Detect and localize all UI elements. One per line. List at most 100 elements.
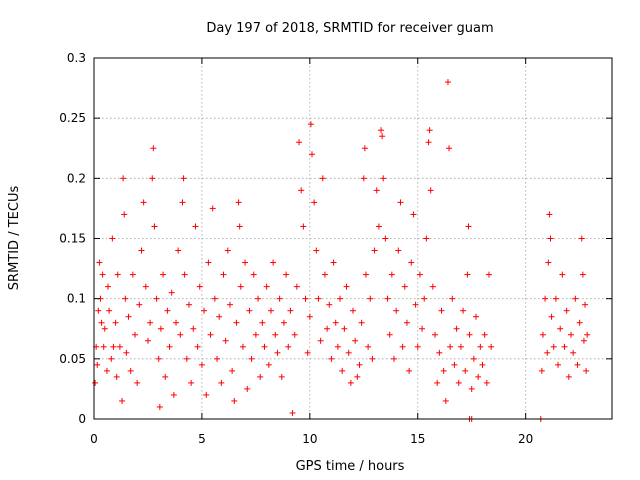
- data-point: [371, 247, 378, 254]
- data-point: [401, 283, 408, 290]
- data-point: [555, 361, 562, 368]
- data-point: [162, 373, 169, 380]
- data-point: [345, 349, 352, 356]
- grid-lines: [94, 58, 612, 419]
- data-point: [406, 367, 413, 374]
- data-point: [378, 127, 385, 134]
- data-point: [416, 271, 423, 278]
- data-point: [391, 355, 398, 362]
- y-tick-label: 0.15: [59, 232, 86, 246]
- data-point: [563, 307, 570, 314]
- data-point: [343, 283, 350, 290]
- data-point: [326, 301, 333, 308]
- data-point: [283, 271, 290, 278]
- y-axis-label: SRMTID / TECUs: [7, 186, 22, 291]
- data-point: [105, 283, 112, 290]
- data-point: [196, 283, 203, 290]
- chart-title: Day 197 of 2018, SRMTID for receiver gua…: [206, 21, 493, 36]
- data-point: [109, 235, 116, 242]
- data-point: [95, 307, 102, 314]
- data-point: [170, 391, 177, 398]
- data-point: [403, 319, 410, 326]
- data-point: [367, 295, 374, 302]
- data-point: [464, 271, 471, 278]
- data-point: [545, 259, 552, 266]
- data-point: [280, 319, 287, 326]
- data-point: [112, 319, 119, 326]
- x-axis-label: GPS time / hours: [296, 459, 405, 474]
- data-point: [150, 145, 157, 152]
- data-point: [100, 343, 107, 350]
- data-point: [362, 271, 369, 278]
- data-point: [539, 331, 546, 338]
- data-point: [194, 343, 201, 350]
- data-point: [380, 175, 387, 182]
- y-tick-label: 0.05: [59, 352, 86, 366]
- x-tick-label: 10: [302, 432, 317, 446]
- data-point: [358, 319, 365, 326]
- data-point: [237, 283, 244, 290]
- y-tick-label: 0: [78, 412, 86, 426]
- data-point: [99, 271, 106, 278]
- data-point: [395, 247, 402, 254]
- data-point: [444, 79, 451, 86]
- data-point: [386, 331, 393, 338]
- data-point: [334, 343, 341, 350]
- data-point: [113, 373, 120, 380]
- data-point: [582, 301, 589, 308]
- data-point: [203, 391, 210, 398]
- data-point: [369, 355, 376, 362]
- data-point: [584, 331, 591, 338]
- data-point: [147, 319, 154, 326]
- data-point: [446, 145, 453, 152]
- data-point: [426, 127, 433, 134]
- data-point: [291, 331, 298, 338]
- data-point: [132, 331, 139, 338]
- data-point: [164, 307, 171, 314]
- data-point: [98, 319, 105, 326]
- data-point: [156, 403, 163, 410]
- data-point: [462, 367, 469, 374]
- data-point: [177, 331, 184, 338]
- data-point: [274, 349, 281, 356]
- data-point: [460, 307, 467, 314]
- data-point: [324, 325, 331, 332]
- data-point: [360, 175, 367, 182]
- data-point: [578, 235, 585, 242]
- data-point: [296, 139, 303, 146]
- data-point: [477, 343, 484, 350]
- data-point: [190, 325, 197, 332]
- data-point: [188, 379, 195, 386]
- data-point: [447, 343, 454, 350]
- data-point: [339, 367, 346, 374]
- data-point: [185, 301, 192, 308]
- data-point: [410, 211, 417, 218]
- x-tick-label: 0: [90, 432, 98, 446]
- data-point: [550, 343, 557, 350]
- data-point: [122, 295, 129, 302]
- data-point: [94, 361, 101, 368]
- data-point: [216, 313, 223, 320]
- data-point: [561, 343, 568, 350]
- data-point: [313, 247, 320, 254]
- data-point: [144, 337, 151, 344]
- data-point: [315, 295, 322, 302]
- data-point: [419, 325, 426, 332]
- data-point: [468, 385, 475, 392]
- data-point: [485, 271, 492, 278]
- data-point: [265, 361, 272, 368]
- data-point: [226, 301, 233, 308]
- data-point: [285, 343, 292, 350]
- data-point: [356, 361, 363, 368]
- data-point: [572, 295, 579, 302]
- data-point: [481, 331, 488, 338]
- data-point: [382, 235, 389, 242]
- data-point: [270, 259, 277, 266]
- data-point: [321, 271, 328, 278]
- data-point: [559, 271, 566, 278]
- data-point: [222, 337, 229, 344]
- data-point: [375, 223, 382, 230]
- data-point: [352, 337, 359, 344]
- data-point: [449, 295, 456, 302]
